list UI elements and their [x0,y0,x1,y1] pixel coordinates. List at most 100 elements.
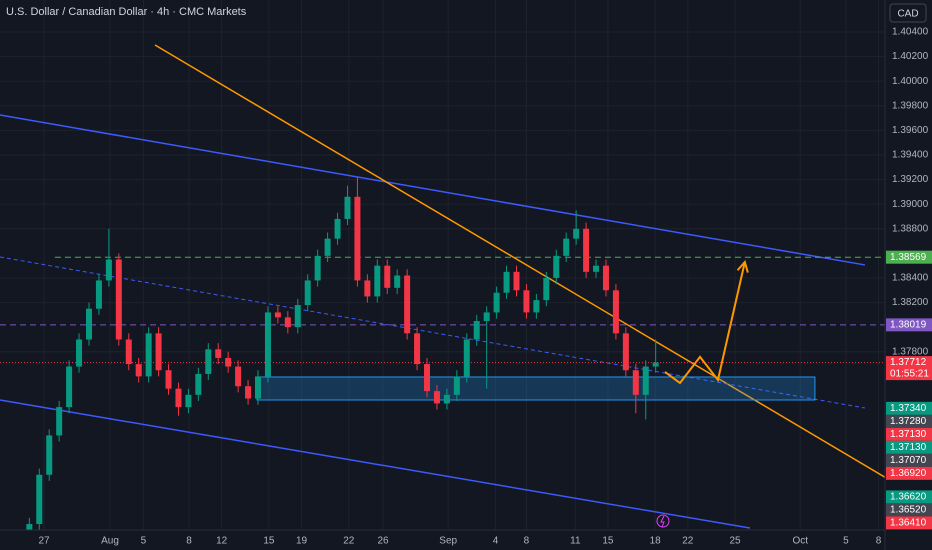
candle-body [294,305,301,328]
candle-body [622,333,629,371]
candle-body [324,238,331,256]
x-tick-label: Oct [792,536,808,547]
x-tick-label: 11 [570,536,581,547]
price-tag [886,440,932,454]
candle-body [135,364,142,377]
price-tag-label: 1.37280 [890,416,927,427]
candle-body [652,362,659,367]
candle-body [473,321,480,340]
y-tick-label: 1.37800 [892,346,929,357]
price-tag [886,427,932,441]
candle-body [553,255,560,278]
price-tag-label: 1.36520 [890,505,927,516]
x-tick-label: 8 [186,536,192,547]
candle-body [215,349,222,358]
x-tick-label: 5 [141,536,147,547]
y-tick-label: 1.39000 [892,199,929,210]
currency[interactable]: CAD [897,9,918,20]
candles [26,177,659,530]
x-tick-label: 8 [524,536,530,547]
y-tick-label: 1.40400 [892,27,929,38]
candle-body [115,259,122,340]
price-tag [886,250,932,264]
price-tag-label: 1.37340 [890,403,927,414]
candle-body [274,312,281,318]
candle-body [314,255,321,281]
x-tick-label: 18 [650,536,662,547]
candle-body [374,265,381,297]
price-tag-label: 1.38019 [890,319,927,330]
trend-line [154,44,885,479]
candle-body [145,333,152,377]
y-tick-label: 1.39400 [892,150,929,161]
x-tick-label: Sep [439,536,457,547]
candle-body [523,290,530,313]
countdown: 01:55:21 [890,369,929,380]
price-tag [886,503,932,517]
x-tick-label: 19 [296,536,308,547]
candle-body [344,196,351,219]
price-tag-label: 1.36410 [890,518,927,529]
drawings [0,44,885,529]
price-tag-label: 1.37070 [890,455,927,466]
x-tick-label: 22 [682,536,694,547]
x-tick-label: 12 [216,536,228,547]
y-tick-label: 1.40000 [892,76,929,87]
price-tag-label: 1.38569 [890,252,927,263]
x-tick-label: 27 [38,536,50,547]
candle-body [433,391,440,404]
candle-body [175,388,182,408]
candle-body [46,435,53,475]
price-tag [886,466,932,480]
candle-body [424,364,431,392]
candle-body [36,474,43,524]
candle-body [503,271,510,293]
x-tick-label: 4 [493,536,499,547]
candle-body [642,366,649,395]
candle-body [205,349,212,374]
candle-body [632,370,639,395]
candle-body [105,259,112,281]
currency-box[interactable] [889,3,927,23]
candle-body [235,366,242,387]
x-tick-label: 15 [602,536,614,547]
candle-body [384,265,391,288]
candle-body [264,312,271,377]
candle-body [573,228,580,239]
candle-body [165,370,172,389]
candle-body [602,265,609,291]
axes: 1.40400 1.40200 1.40000 1.39800 1.39600 1.394… [38,27,932,547]
event-icon-bolt [660,515,665,528]
candle-body [533,300,540,313]
zone [256,376,816,401]
projection-arrow [664,261,746,385]
price-tag-label: 1.36920 [890,468,927,479]
candle-body [185,394,192,408]
trend-line [0,114,866,266]
candle-body [394,275,401,288]
candle-body [414,333,421,365]
candle-body [304,280,311,306]
y-tick-label: 1.38200 [892,297,929,308]
price-tag [886,453,932,467]
x-tick-label: 8 [876,536,882,547]
candle-body [76,339,83,367]
price-tag [886,356,932,381]
candle-body [125,339,132,365]
chart-title: U.S. Dollar / Canadian Dollar · 4h · CMC… [6,6,247,18]
candle-body [225,357,232,367]
price-tag-label: 1.37130 [890,442,927,453]
price-tag-label: 1.37130 [890,429,927,440]
y-tick-label: 1.38800 [892,223,929,234]
x-tick-label: 5 [843,536,849,547]
y-tick-label: 1.40200 [892,51,929,62]
price-tag [886,490,932,504]
candle-body [364,280,371,297]
price-tag [886,401,932,415]
event-icon[interactable] [656,514,670,528]
arrow-head [736,259,749,273]
x-tick-label: 15 [263,536,275,547]
candle-body [56,407,63,436]
